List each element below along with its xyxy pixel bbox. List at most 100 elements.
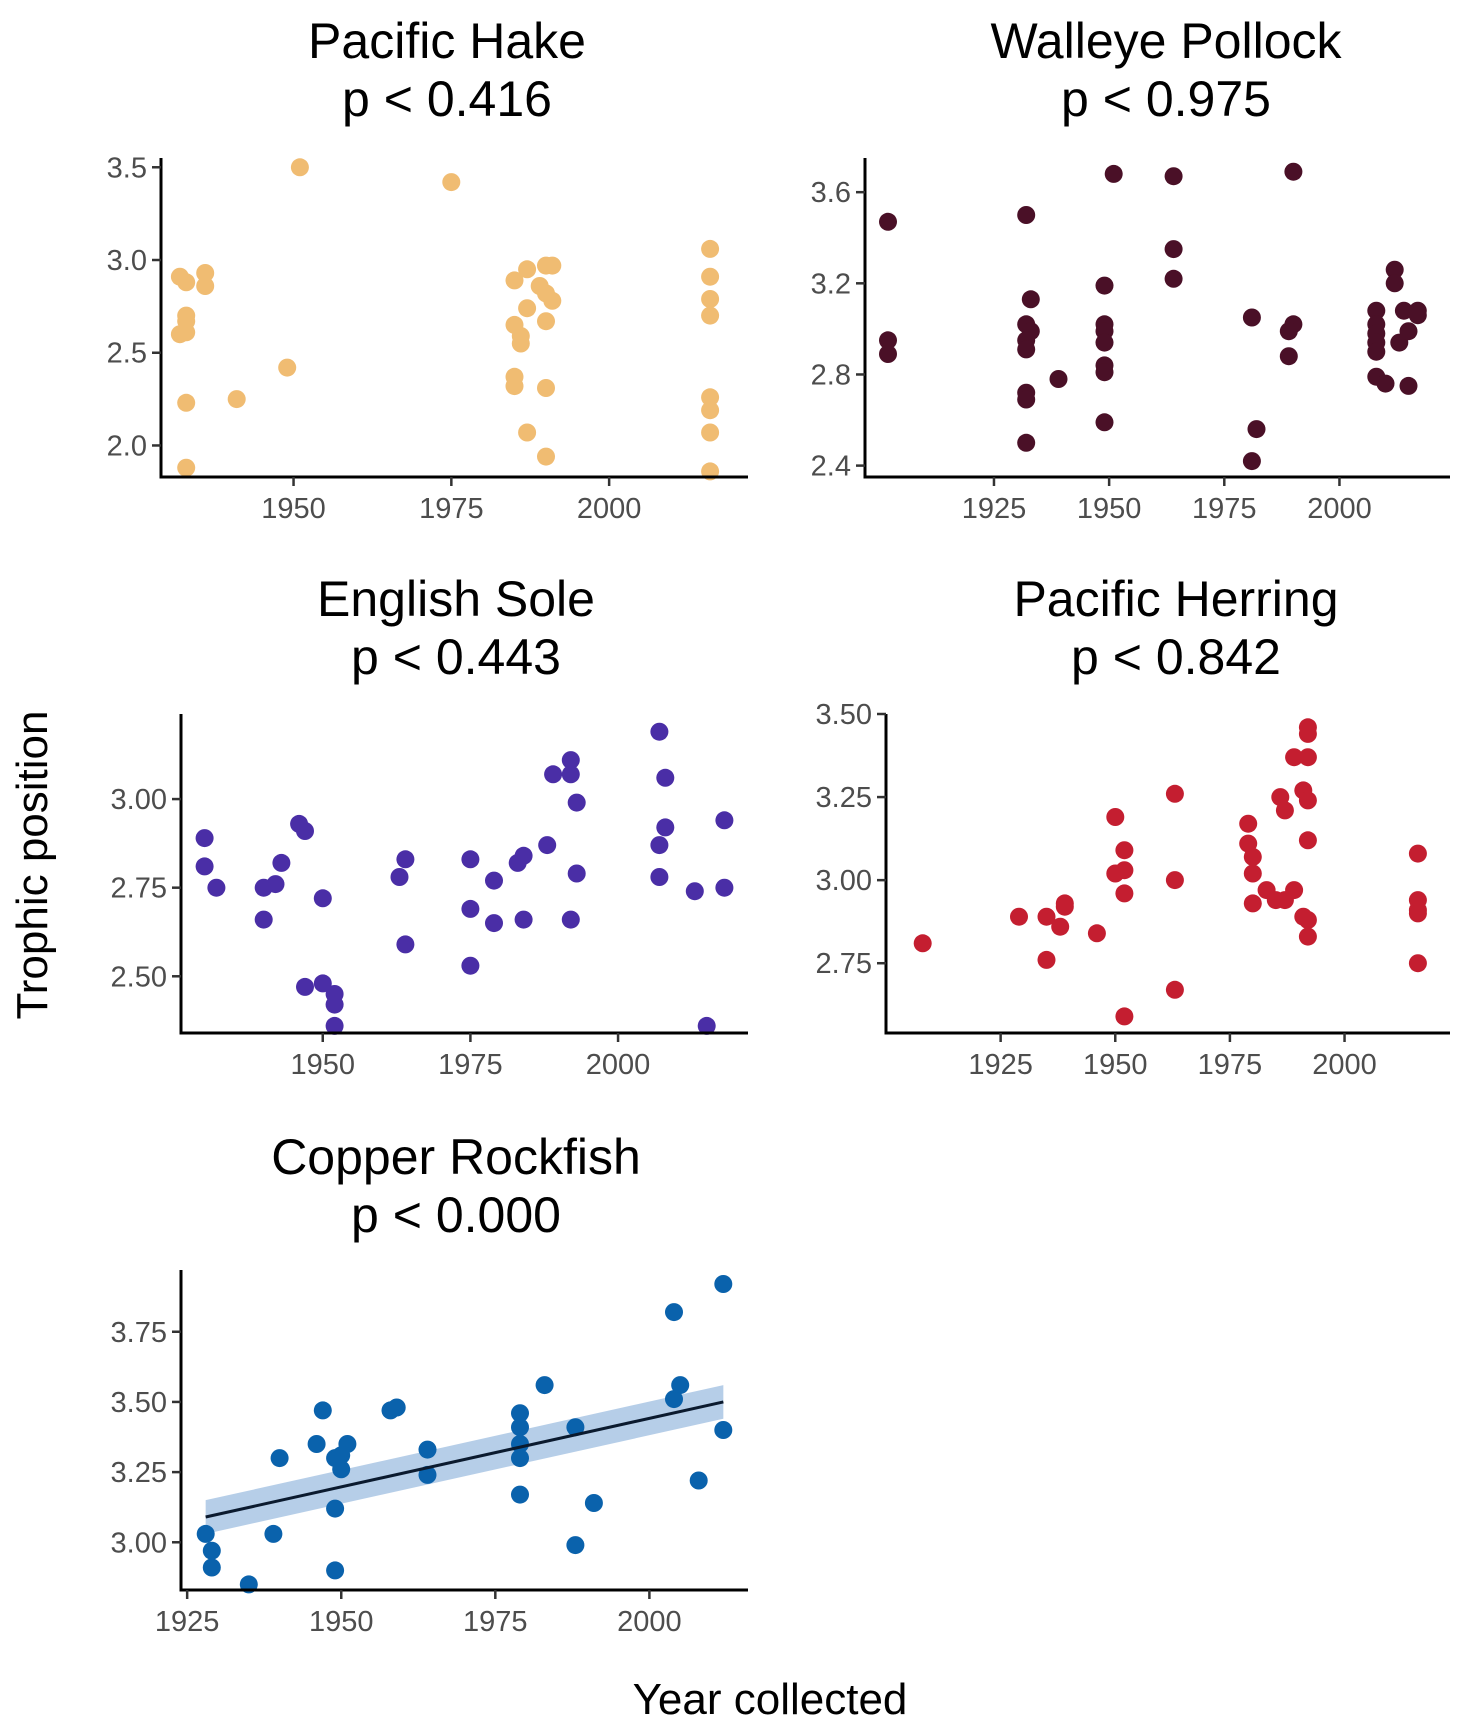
data-point [1164, 167, 1183, 186]
panel-subtitle-text: p < 0.975 [1061, 71, 1271, 127]
data-point [1115, 841, 1134, 860]
x-tick-label: 2000 [586, 1049, 651, 1081]
data-point [518, 299, 537, 318]
data-point [537, 312, 555, 331]
data-point [1095, 363, 1114, 382]
data-point [1106, 808, 1125, 826]
data-point [202, 1558, 221, 1577]
data-point [715, 878, 734, 897]
data-point [1049, 370, 1068, 388]
data-point [701, 290, 720, 308]
x-tick-label: 1950 [261, 493, 326, 525]
x-tick-label: 1975 [419, 493, 484, 525]
y-tick-label: 2.0 [107, 430, 147, 462]
data-point [701, 267, 720, 286]
data-point [207, 878, 226, 897]
data-point [1017, 433, 1036, 452]
x-tick-label: 1975 [1198, 1049, 1263, 1081]
panel-title-english-sole: English Sole p < 0.443 [146, 570, 766, 686]
panel-3: 2.75 3.00 3.25 3.50 1925 1950 1975 2000 [816, 699, 1450, 1081]
panel-title-pacific-herring: Pacific Herring p < 0.842 [866, 570, 1470, 686]
data-point [1239, 814, 1258, 833]
panel-subtitle-text: p < 0.443 [351, 629, 561, 685]
data-point [1408, 844, 1427, 863]
data-point [567, 793, 586, 812]
data-point [326, 1561, 345, 1580]
panel-title-copper-rockfish: Copper Rockfish p < 0.000 [146, 1128, 766, 1244]
data-point [390, 868, 409, 886]
data-point [1394, 301, 1413, 320]
data-point [511, 1418, 529, 1437]
panel-title-walleye-pollock: Walleye Pollock p < 0.975 [856, 12, 1470, 128]
panel-title-pacific-hake: Pacific Hake p < 0.416 [137, 12, 757, 128]
data-point [656, 818, 675, 837]
data-point [1115, 861, 1134, 880]
data-point [1115, 884, 1134, 903]
data-point [1242, 452, 1261, 471]
y-tick-label: 3.25 [111, 1457, 167, 1489]
data-point [1408, 306, 1427, 325]
data-point [537, 379, 555, 397]
data-point [1037, 950, 1056, 969]
data-point [202, 1541, 221, 1560]
x-tick-label: 1925 [962, 493, 1027, 525]
data-point [913, 934, 932, 953]
data-point [514, 910, 533, 929]
panel-subtitle-text: p < 0.000 [351, 1187, 561, 1243]
data-point [326, 1499, 345, 1518]
data-point [1115, 1007, 1134, 1026]
data-point [518, 423, 537, 442]
data-point [1017, 206, 1036, 224]
data-point [1037, 907, 1056, 926]
data-point [1087, 924, 1106, 943]
data-point [671, 1376, 690, 1395]
data-point [566, 1418, 585, 1437]
data-point [518, 260, 537, 279]
x-tick-label: 1925 [968, 1049, 1033, 1081]
y-tick-label: 3.2 [811, 268, 851, 300]
data-point [1017, 340, 1036, 359]
data-point [1165, 980, 1184, 999]
panel-4: 3.00 3.25 3.50 3.75 1925 1950 1975 2000 [111, 1270, 748, 1638]
data-point [461, 956, 480, 975]
data-point [650, 868, 669, 886]
x-tick-label: 1950 [309, 1606, 374, 1638]
data-point [1095, 413, 1114, 432]
data-point [296, 822, 314, 840]
data-point [561, 910, 580, 929]
data-point [1285, 748, 1304, 767]
x-tick-label: 1975 [438, 1049, 503, 1081]
data-point [879, 345, 897, 363]
data-point [332, 1460, 351, 1479]
data-point [461, 850, 480, 869]
data-point [701, 239, 720, 258]
x-axis-label: Year collected [632, 1675, 908, 1724]
data-point [697, 1016, 716, 1035]
y-tick-label: 3.5 [107, 152, 147, 184]
panel-title-text: Copper Rockfish [271, 1129, 641, 1185]
data-point [1385, 260, 1404, 279]
y-tick-label: 3.50 [816, 699, 872, 731]
data-point [1247, 420, 1266, 439]
data-point [1165, 871, 1184, 890]
data-point [177, 393, 196, 412]
y-axis-label: Trophic position [8, 710, 57, 1020]
data-point [1010, 907, 1028, 926]
data-point [511, 1485, 529, 1504]
x-tick-label: 1975 [1192, 493, 1257, 525]
data-point [396, 935, 415, 954]
data-point [313, 889, 332, 908]
data-point [1298, 911, 1317, 929]
data-point [535, 1376, 554, 1395]
y-tick-label: 2.8 [811, 359, 851, 391]
x-tick-label: 1950 [290, 1049, 355, 1081]
data-point [537, 447, 555, 466]
x-tick-label: 2000 [617, 1606, 682, 1638]
data-point [196, 264, 215, 282]
data-point [1243, 864, 1262, 883]
data-point [714, 1421, 733, 1439]
data-point [701, 306, 720, 325]
x-tick-label: 1950 [1083, 1049, 1148, 1081]
x-tick-label: 2000 [577, 493, 642, 525]
